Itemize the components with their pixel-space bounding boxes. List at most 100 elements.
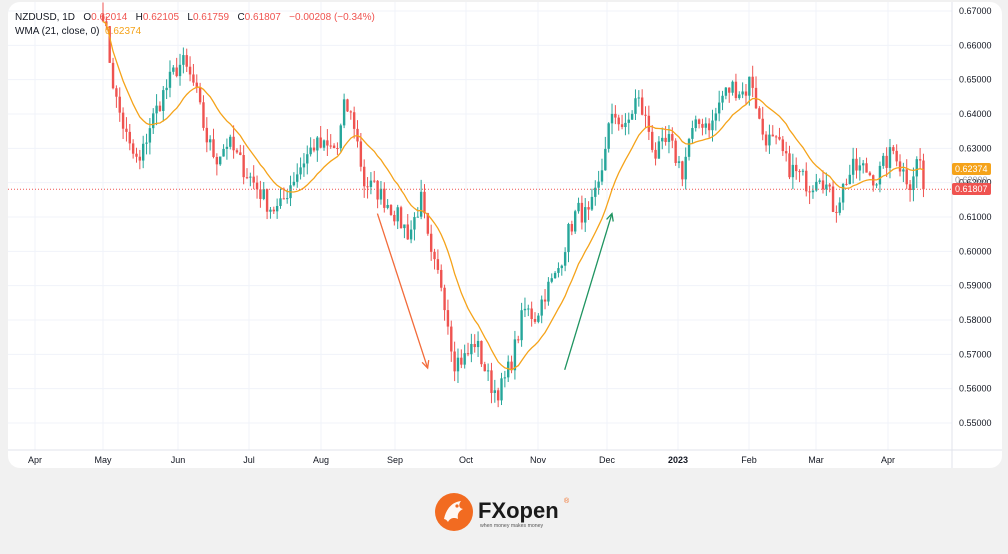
candle-body <box>845 183 848 185</box>
candle-body <box>550 278 553 282</box>
candle-body <box>416 216 419 218</box>
high-label: H <box>135 12 143 23</box>
candle-body <box>158 105 162 111</box>
candle-body <box>821 180 825 190</box>
candle-body <box>239 152 242 156</box>
candle-body <box>232 136 235 151</box>
close-label: C <box>237 12 245 23</box>
hidden-price-tag: 0.62000 <box>955 175 988 185</box>
candle-body <box>798 171 801 173</box>
candle-body <box>815 181 818 191</box>
candle-body <box>332 145 336 148</box>
close-value: 0.61807 <box>244 12 281 23</box>
candle-body <box>851 158 855 175</box>
candle-body <box>480 340 483 365</box>
y-tick-label: 0.56000 <box>959 384 992 394</box>
candle-body <box>272 209 275 212</box>
candle-body <box>436 259 440 270</box>
x-tick-label: Apr <box>881 455 895 465</box>
candle-body <box>373 180 376 182</box>
symbol-label[interactable]: NZDUSD, 1D <box>15 12 76 23</box>
candle-body <box>771 134 774 137</box>
candle-body <box>748 76 751 96</box>
candle-body <box>811 190 815 193</box>
open-label: O <box>83 12 92 23</box>
candle-body <box>734 81 738 99</box>
candle-body <box>470 343 473 355</box>
candle-body <box>229 136 232 147</box>
candle-body <box>905 169 908 185</box>
candle-body <box>587 207 590 210</box>
candle-body <box>738 94 741 99</box>
candle-body <box>594 187 597 197</box>
candle-body <box>774 136 778 138</box>
candle-body <box>383 188 386 208</box>
candle-body <box>440 269 443 288</box>
candle-body <box>691 128 694 139</box>
candle-body <box>838 202 841 213</box>
candle-body <box>892 147 895 151</box>
candle-body <box>567 223 570 253</box>
y-tick-label: 0.66000 <box>959 40 992 50</box>
candle-body <box>155 105 158 114</box>
y-tick-label: 0.59000 <box>959 281 992 291</box>
candle-body <box>399 207 403 229</box>
candle-body <box>359 141 363 167</box>
candle-body <box>607 123 610 149</box>
candle-body <box>376 180 379 200</box>
candle-body <box>667 134 671 142</box>
candle-body <box>764 134 768 146</box>
wma-price-tag: 0.62374 <box>952 162 991 175</box>
candle-body <box>630 113 634 120</box>
candle-body <box>195 82 198 88</box>
candle-body <box>604 148 607 171</box>
candle-body <box>908 184 912 191</box>
candle-body <box>393 214 396 222</box>
candle-body <box>610 113 614 124</box>
candle-body <box>121 112 125 129</box>
candle-body <box>486 370 490 372</box>
candle-body <box>647 115 651 132</box>
grid <box>8 2 952 450</box>
candle-body <box>895 150 898 162</box>
candle-body <box>386 204 389 208</box>
candle-body <box>831 186 835 212</box>
candle-body <box>560 265 563 269</box>
change-value: −0.00208 (−0.34%) <box>289 12 375 23</box>
fxopen-emblem-icon <box>435 493 473 531</box>
y-tick-label: 0.62000 <box>959 178 992 188</box>
candle-body <box>644 114 647 116</box>
y-tick-label: 0.63000 <box>959 143 992 153</box>
candlestick-chart[interactable]: 0.67000 0.66000 0.65000 0.64000 0.63000 0.620… <box>8 2 1002 468</box>
wma-label[interactable]: WMA (21, close, 0) <box>15 26 100 37</box>
candle-body <box>882 155 885 166</box>
candle-body <box>520 310 523 341</box>
candle-body <box>493 390 497 393</box>
candle-body <box>922 160 925 190</box>
candle-body <box>326 140 329 146</box>
candle-body <box>309 147 312 155</box>
candle-body <box>185 55 188 67</box>
y-tick-label: 0.64000 <box>959 109 992 119</box>
candle-body <box>225 146 229 149</box>
candle-body <box>101 14 105 22</box>
candle-body <box>580 202 584 223</box>
candle-body <box>366 186 369 188</box>
candle-body <box>262 189 265 199</box>
candle-body <box>443 287 446 311</box>
candle-body <box>342 99 346 126</box>
candle-body <box>751 76 754 88</box>
x-tick-label: Apr <box>28 455 42 465</box>
candle-body <box>456 357 460 372</box>
candle-body <box>178 64 182 77</box>
x-tick-label: Oct <box>459 455 474 465</box>
candle-body <box>570 223 574 232</box>
candle-body <box>182 55 185 65</box>
candle-body <box>242 155 245 178</box>
candle-body <box>125 128 128 132</box>
x-tick-label: Dec <box>599 455 616 465</box>
candle-body <box>681 161 684 180</box>
candle-body <box>108 26 111 63</box>
candle-body <box>198 87 202 103</box>
candle-body <box>349 111 353 113</box>
